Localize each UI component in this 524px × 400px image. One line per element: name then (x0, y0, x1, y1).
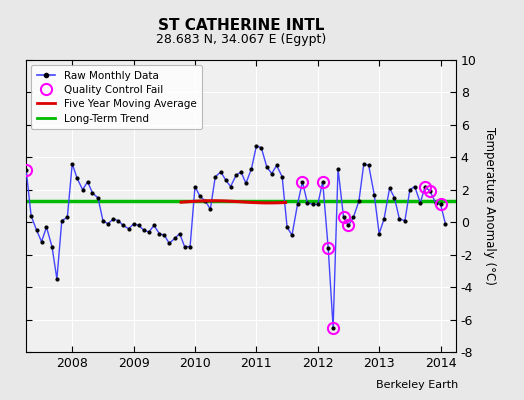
Text: 28.683 N, 34.067 E (Egypt): 28.683 N, 34.067 E (Egypt) (156, 33, 326, 46)
Text: ST CATHERINE INTL: ST CATHERINE INTL (158, 18, 324, 33)
Text: Berkeley Earth: Berkeley Earth (376, 380, 458, 390)
Legend: Raw Monthly Data, Quality Control Fail, Five Year Moving Average, Long-Term Tren: Raw Monthly Data, Quality Control Fail, … (31, 65, 202, 129)
Y-axis label: Temperature Anomaly (°C): Temperature Anomaly (°C) (483, 127, 496, 285)
